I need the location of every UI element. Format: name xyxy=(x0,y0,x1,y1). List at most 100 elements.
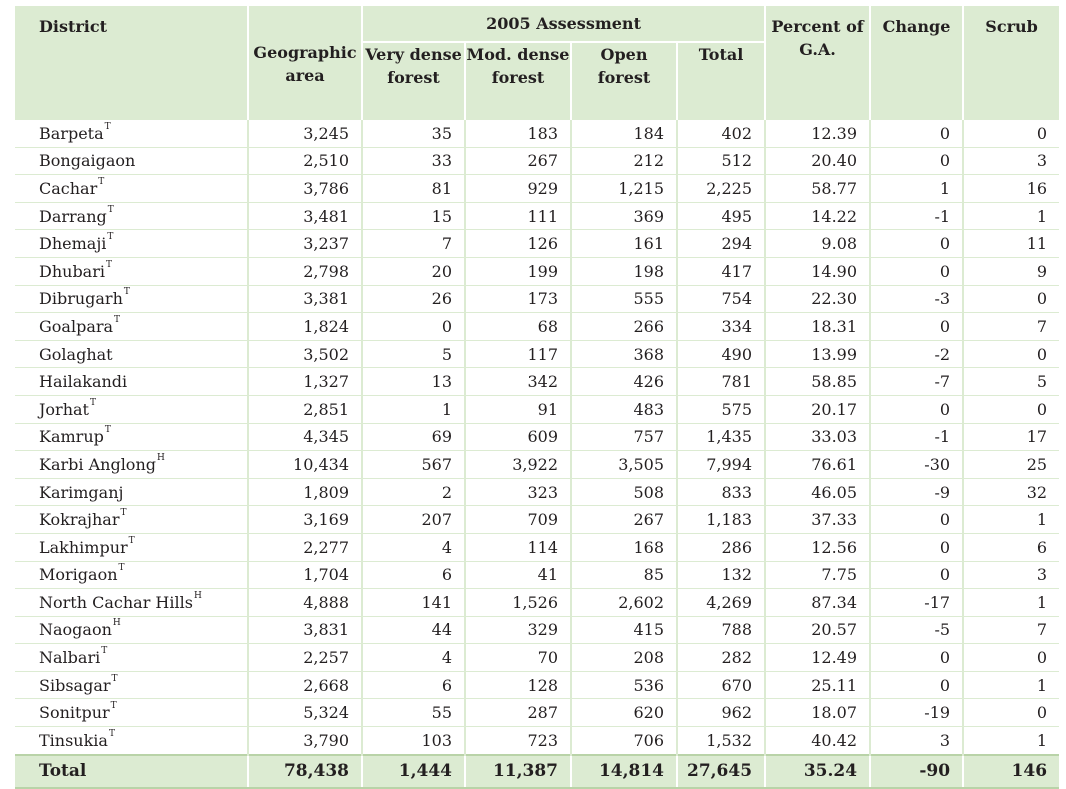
cell-mod-dense: 929 xyxy=(464,174,571,203)
district-name: Dhubari xyxy=(39,261,105,281)
cell-change: 0 xyxy=(869,533,964,562)
table-row: DhemajiT 3,237 7 126 161 294 9.08 0 11 xyxy=(15,229,1060,258)
cell-district: MorigaonT xyxy=(15,561,248,590)
cell-geographic-area: 2,851 xyxy=(247,395,362,424)
cell-very-dense: 207 xyxy=(361,505,465,534)
cell-total: 1,183 xyxy=(675,505,766,534)
cell-percent: 87.34 xyxy=(764,588,871,617)
cell-total: 4,269 xyxy=(675,588,766,617)
cell-total: 286 xyxy=(675,533,766,562)
cell-scrub: 25 xyxy=(962,450,1060,479)
cell-open-forest: 3,505 xyxy=(570,450,677,479)
cell-scrub: 7 xyxy=(962,312,1060,341)
cell-total: 788 xyxy=(675,616,766,645)
cell-open-forest: 184 xyxy=(570,120,677,148)
cell-total: 833 xyxy=(675,478,766,507)
cell-district: Karimganj xyxy=(15,478,248,507)
cell-district: NalbariT xyxy=(15,643,248,672)
cell-open-forest: 161 xyxy=(570,229,677,258)
district-name: Sonitpur xyxy=(39,703,110,723)
totals-total: 27,645 xyxy=(675,753,766,789)
district-name: Hailakandi xyxy=(39,372,128,392)
cell-scrub: 6 xyxy=(962,533,1060,562)
cell-total: 282 xyxy=(675,643,766,672)
district-footnote-mark: T xyxy=(105,259,112,270)
cell-very-dense: 4 xyxy=(361,643,465,672)
cell-scrub: 3 xyxy=(962,561,1060,590)
cell-very-dense: 6 xyxy=(361,671,465,700)
cell-change: -30 xyxy=(869,450,964,479)
cell-change: 0 xyxy=(869,505,964,534)
cell-total: 512 xyxy=(675,147,766,176)
cell-very-dense: 7 xyxy=(361,229,465,258)
cell-geographic-area: 2,668 xyxy=(247,671,362,700)
cell-open-forest: 415 xyxy=(570,616,677,645)
cell-percent: 12.56 xyxy=(764,533,871,562)
cell-open-forest: 536 xyxy=(570,671,677,700)
cell-change: 0 xyxy=(869,643,964,672)
cell-district: Bongaigaon xyxy=(15,147,248,176)
table-footer: Total 78,438 1,444 11,387 14,814 27,645 … xyxy=(15,753,1060,789)
cell-very-dense: 69 xyxy=(361,423,465,452)
cell-district: KokrajharT xyxy=(15,505,248,534)
district-footnote-mark: T xyxy=(108,728,115,739)
cell-district: Golaghat xyxy=(15,340,248,369)
cell-change: 0 xyxy=(869,671,964,700)
cell-total: 495 xyxy=(675,202,766,231)
cell-percent: 12.39 xyxy=(764,120,871,148)
cell-geographic-area: 4,888 xyxy=(247,588,362,617)
cell-percent: 33.03 xyxy=(764,423,871,452)
cell-open-forest: 267 xyxy=(570,505,677,534)
table-row: North Cachar HillsH 4,888 141 1,526 2,602 4,2… xyxy=(15,588,1060,617)
cell-total: 402 xyxy=(675,120,766,148)
cell-district: SonitpurT xyxy=(15,698,248,728)
cell-district: NaogaonH xyxy=(15,616,248,645)
cell-mod-dense: 128 xyxy=(464,671,571,700)
cell-scrub: 1 xyxy=(962,726,1060,756)
district-name: Goalpara xyxy=(39,316,114,336)
table-row: TinsukiaT 3,790 103 723 706 1,532 40.42 3 1 xyxy=(15,726,1060,756)
cell-total: 334 xyxy=(675,312,766,341)
cell-percent: 14.22 xyxy=(764,202,871,231)
cell-district: LakhimpurT xyxy=(15,533,248,562)
cell-very-dense: 13 xyxy=(361,367,465,396)
cell-mod-dense: 323 xyxy=(464,478,571,507)
cell-geographic-area: 3,481 xyxy=(247,202,362,231)
district-footnote-mark: T xyxy=(110,701,117,712)
cell-open-forest: 266 xyxy=(570,312,677,341)
cell-change: -1 xyxy=(869,202,964,231)
cell-very-dense: 6 xyxy=(361,561,465,590)
cell-total: 781 xyxy=(675,367,766,396)
cell-open-forest: 620 xyxy=(570,698,677,728)
cell-percent: 58.85 xyxy=(764,367,871,396)
cell-very-dense: 33 xyxy=(361,147,465,176)
cell-scrub: 0 xyxy=(962,395,1060,424)
cell-percent: 13.99 xyxy=(764,340,871,369)
district-footnote-mark: H xyxy=(156,452,165,463)
cell-district: Hailakandi xyxy=(15,367,248,396)
cell-mod-dense: 111 xyxy=(464,202,571,231)
district-footnote-mark: T xyxy=(111,673,118,684)
cell-total: 754 xyxy=(675,285,766,314)
cell-geographic-area: 1,327 xyxy=(247,367,362,396)
header-total: Total xyxy=(675,41,766,120)
cell-very-dense: 1 xyxy=(361,395,465,424)
cell-change: 0 xyxy=(869,229,964,258)
table-row: DhubariT 2,798 20 199 198 417 14.90 0 9 xyxy=(15,257,1060,286)
cell-scrub: 17 xyxy=(962,423,1060,452)
cell-mod-dense: 3,922 xyxy=(464,450,571,479)
totals-row: Total 78,438 1,444 11,387 14,814 27,645 … xyxy=(15,753,1060,789)
cell-change: -5 xyxy=(869,616,964,645)
district-name: Kamrup xyxy=(39,427,104,447)
district-footnote-mark: T xyxy=(128,535,135,546)
cell-change: 0 xyxy=(869,147,964,176)
cell-very-dense: 55 xyxy=(361,698,465,728)
district-footnote-mark: T xyxy=(120,508,127,519)
cell-geographic-area: 3,786 xyxy=(247,174,362,203)
cell-change: -19 xyxy=(869,698,964,728)
cell-open-forest: 757 xyxy=(570,423,677,452)
district-name: Karimganj xyxy=(39,482,124,502)
cell-total: 1,435 xyxy=(675,423,766,452)
cell-change: 0 xyxy=(869,120,964,148)
cell-very-dense: 2 xyxy=(361,478,465,507)
